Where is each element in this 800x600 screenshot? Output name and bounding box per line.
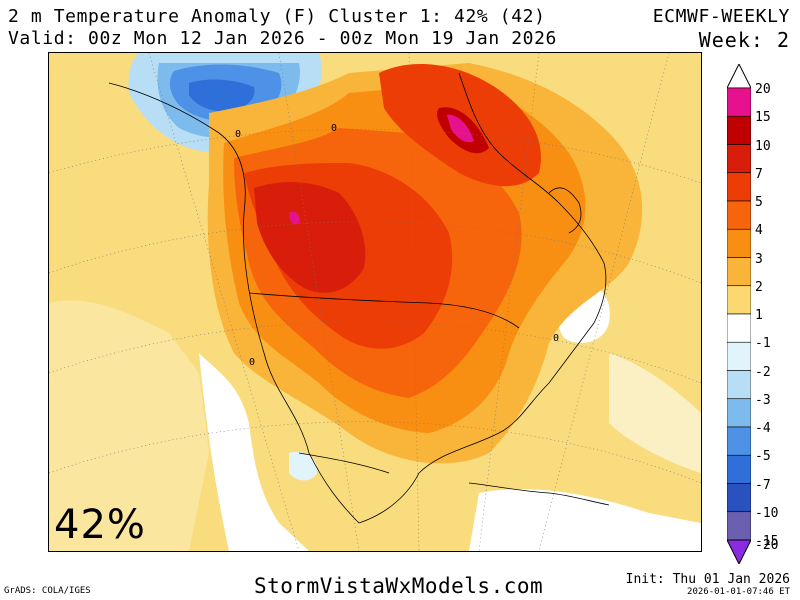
software-credit: GrADS: COLA/IGES — [4, 586, 91, 596]
color-scale-label: -10 — [755, 505, 779, 521]
model-name: ECMWF-WEEKLY — [652, 6, 790, 27]
render-timestamp: 2026-01-01-07:46 ET — [687, 587, 790, 597]
color-scale-label: -7 — [755, 477, 771, 493]
color-scale-swatch — [727, 87, 751, 117]
contour-label: 0 — [331, 123, 337, 134]
anomaly-map: 0 0 0 0 — [48, 52, 702, 552]
longitude-line — [538, 53, 670, 551]
color-scale-swatch — [727, 511, 751, 541]
alaska-cold-region-core — [189, 79, 255, 112]
color-scale-top-arrow — [727, 64, 751, 89]
color-scale-label: 7 — [755, 166, 763, 182]
us-mexico-border — [298, 452, 390, 474]
color-scale-label: -15 — [755, 534, 779, 549]
color-scale-swatch — [727, 341, 751, 371]
coastline-outlines — [108, 72, 610, 524]
caribbean-islands-line — [468, 482, 610, 506]
great-lakes-outline — [548, 187, 582, 234]
hudson-coast-line — [458, 72, 605, 264]
caribbean-neutral-region — [469, 489, 701, 551]
color-scale-label: 3 — [755, 251, 763, 267]
color-scale-label: 15 — [755, 110, 771, 126]
anomaly-map-canvas: 0 0 0 0 — [49, 53, 701, 551]
mexico-cool-patch — [289, 451, 318, 481]
color-scale-label: 2 — [755, 279, 763, 295]
color-scale-swatch — [727, 426, 751, 456]
color-scale-label: -2 — [755, 364, 771, 380]
color-scale-swatch — [727, 144, 751, 174]
color-scale-swatch — [727, 313, 751, 343]
color-scale-label: -5 — [755, 449, 771, 465]
color-scale-bar — [727, 64, 751, 564]
color-scale-swatch — [727, 285, 751, 315]
color-scale-bottom-arrow — [727, 539, 751, 564]
color-scale-swatch — [727, 172, 751, 202]
color-scale-label: 4 — [755, 223, 763, 239]
color-scale-swatch — [727, 483, 751, 513]
canada-peak-spot — [289, 211, 300, 225]
color-scale-label: 20 — [755, 82, 771, 97]
southwest-neutral-region — [199, 353, 309, 551]
warm-anomaly-peak — [254, 181, 366, 293]
color-scale-swatch — [727, 200, 751, 230]
color-scale-label: -1 — [755, 336, 771, 352]
color-scale-swatch — [727, 454, 751, 484]
atlantic-weak-region — [609, 353, 701, 473]
color-scale-swatch — [727, 257, 751, 287]
us-canada-border — [248, 292, 520, 329]
color-scale-label: -4 — [755, 421, 771, 436]
map-title: 2 m Temperature Anomaly (F) Cluster 1: 4… — [8, 6, 546, 27]
color-scale-swatch — [727, 228, 751, 258]
color-scale-swatch — [727, 370, 751, 400]
color-scale-label: 5 — [755, 195, 763, 210]
color-scale-swatch — [727, 115, 751, 145]
longitude-line — [148, 53, 300, 551]
color-scale-label: -3 — [755, 392, 771, 408]
color-scale-swatch — [727, 398, 751, 428]
pacific-weak-anomaly — [49, 300, 209, 551]
contour-label: 0 — [553, 333, 559, 344]
valid-period: Valid: 00z Mon 12 Jan 2026 - 00z Mon 19 … — [8, 28, 557, 49]
contour-label: 0 — [235, 129, 241, 140]
greenland-peak — [447, 114, 474, 143]
website-name: StormVistaWxModels.com — [254, 574, 544, 598]
longitude-line — [278, 53, 360, 551]
contour-label: 0 — [249, 357, 255, 368]
east-coast-line — [358, 262, 607, 524]
color-scale-label: -20 — [755, 538, 779, 553]
lat-lon-grid — [49, 53, 701, 551]
init-time: Init: Thu 01 Jan 2026 — [625, 572, 790, 587]
forecast-week: Week: 2 — [698, 28, 790, 52]
color-scale-label: 1 — [755, 308, 763, 323]
color-scale-label: 10 — [755, 138, 771, 154]
cluster-percent-label: 42% — [54, 502, 146, 548]
